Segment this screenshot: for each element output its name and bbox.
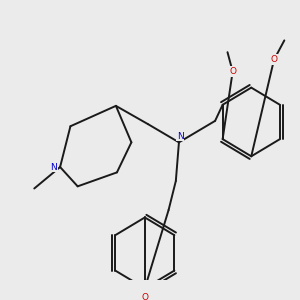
Text: N: N — [177, 132, 184, 141]
Text: O: O — [141, 293, 148, 300]
Text: O: O — [271, 55, 278, 64]
Text: N: N — [51, 163, 57, 172]
Text: O: O — [229, 67, 236, 76]
